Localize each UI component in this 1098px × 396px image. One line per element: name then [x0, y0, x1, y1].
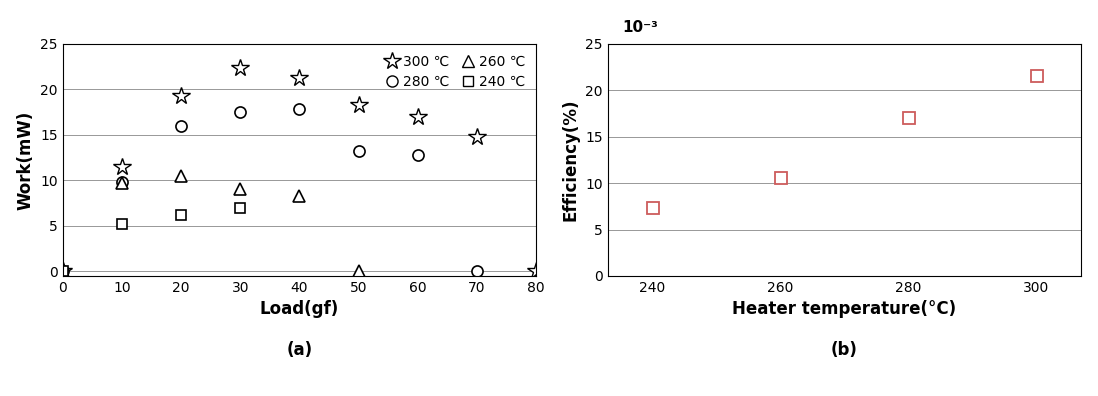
Y-axis label: Work(mW): Work(mW): [16, 110, 35, 209]
Y-axis label: Efficiency(%): Efficiency(%): [562, 99, 580, 221]
Text: 10⁻³: 10⁻³: [621, 19, 658, 34]
X-axis label: Heater temperature(°C): Heater temperature(°C): [732, 301, 956, 318]
Text: (b): (b): [831, 341, 858, 359]
Text: (a): (a): [287, 341, 313, 359]
Legend: 300 ℃, 280 ℃, 260 ℃, 240 ℃: 300 ℃, 280 ℃, 260 ℃, 240 ℃: [381, 51, 529, 93]
X-axis label: Load(gf): Load(gf): [260, 301, 339, 318]
